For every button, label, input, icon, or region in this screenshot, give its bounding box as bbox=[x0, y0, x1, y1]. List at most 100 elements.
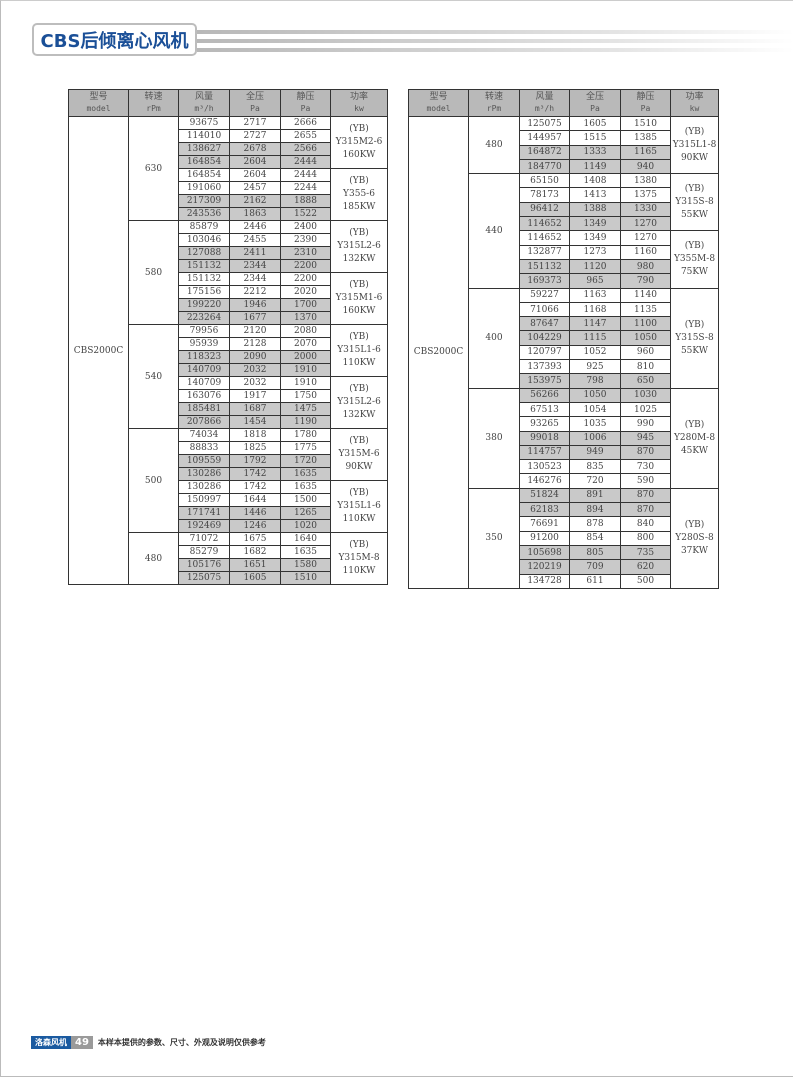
airflow-cell: 151132 bbox=[519, 258, 570, 275]
table-row: 223264 1677 1370 bbox=[69, 311, 388, 325]
table-row: 171741 1446 1265 bbox=[69, 506, 388, 520]
column-header-cn: 静压 bbox=[296, 92, 315, 102]
motor-label-line: (YB) bbox=[684, 419, 705, 430]
static-pressure-cell: 1385 bbox=[620, 130, 671, 146]
column-header-en: m³/h bbox=[194, 104, 214, 113]
static-pressure-cell: 1750 bbox=[280, 389, 331, 403]
table-row: 93265 1035 990 bbox=[409, 416, 719, 432]
static-pressure-cell: 735 bbox=[620, 544, 671, 561]
airflow-cell: 103046 bbox=[178, 233, 230, 247]
rpm-cell: 400 bbox=[468, 287, 520, 389]
static-pressure-cell: 1100 bbox=[620, 316, 671, 332]
motor-label-line: 110KW bbox=[342, 514, 376, 524]
motor-label-line: Y315L1-8 bbox=[672, 139, 717, 150]
total-pressure-cell: 1454 bbox=[229, 415, 281, 429]
motor-power-cell: (YB) Y315M-6 90KW bbox=[330, 428, 388, 481]
table-row: 99018 1006 945 bbox=[409, 430, 719, 446]
motor-label-line: 110KW bbox=[342, 566, 376, 576]
static-pressure-cell: 980 bbox=[620, 258, 671, 275]
footer: 洛森风机 49 本样本提供的参数、尺寸、外观及说明仅供参考 bbox=[31, 1036, 266, 1049]
total-pressure-cell: 2162 bbox=[229, 194, 281, 208]
table-row: 175156 2212 2020 bbox=[69, 285, 388, 299]
motor-label-line: (YB) bbox=[684, 519, 705, 530]
table-row: 134728 611 500 bbox=[409, 573, 719, 589]
total-pressure-cell: 2455 bbox=[229, 233, 281, 247]
column-header: 功率 kw bbox=[330, 89, 388, 117]
airflow-cell: 184770 bbox=[519, 158, 570, 175]
rpm-cell: 380 bbox=[468, 387, 520, 489]
airflow-cell: 62183 bbox=[519, 502, 570, 518]
static-pressure-cell: 1330 bbox=[620, 201, 671, 218]
static-pressure-cell: 870 bbox=[620, 487, 671, 504]
airflow-cell: 76691 bbox=[519, 516, 570, 532]
airflow-cell: 125075 bbox=[178, 571, 230, 585]
column-header: 风量 m³/h bbox=[178, 89, 230, 117]
total-pressure-cell: 1349 bbox=[569, 230, 621, 246]
table-row: CBS2000C 630 93675 2717 2666 (YB) Y315M2-6 160K… bbox=[68, 116, 388, 585]
airflow-cell: 88833 bbox=[178, 441, 230, 455]
total-pressure-cell: 854 bbox=[569, 530, 621, 546]
column-header-en: m³/h bbox=[534, 104, 555, 113]
airflow-cell: 96412 bbox=[519, 201, 570, 218]
airflow-cell: 79956 bbox=[178, 324, 230, 338]
static-pressure-cell: 1025 bbox=[620, 401, 671, 418]
footer-brand: 洛森风机 bbox=[31, 1036, 71, 1049]
motor-label-line: 185KW bbox=[342, 202, 376, 212]
table-row: 151132 2344 2200 (YB) Y315M1-6 160KW bbox=[69, 272, 388, 325]
static-pressure-cell: 2655 bbox=[280, 129, 331, 143]
static-pressure-cell: 2070 bbox=[280, 337, 331, 351]
table-row: 191060 2457 2244 bbox=[69, 181, 388, 195]
table-row: 380 56266 1050 1030 (YB) Y280M-8 45KW bbox=[409, 387, 719, 489]
motor-label-line: 75KW bbox=[680, 266, 709, 277]
static-pressure-cell: 2200 bbox=[280, 272, 331, 286]
page-number: 49 bbox=[71, 1036, 93, 1049]
airflow-cell: 99018 bbox=[519, 430, 570, 446]
motor-power-cell: (YB) Y315S-8 55KW bbox=[670, 173, 719, 232]
total-pressure-cell: 1052 bbox=[569, 344, 621, 361]
motor-label-line: (YB) bbox=[349, 384, 369, 394]
total-pressure-cell: 2032 bbox=[229, 376, 281, 390]
airflow-cell: 140709 bbox=[178, 363, 230, 377]
column-header: 型号 model bbox=[68, 89, 129, 117]
total-pressure-cell: 1651 bbox=[229, 558, 281, 572]
table-row: 140709 2032 1910 bbox=[69, 363, 388, 377]
column-header-cn: 转速 bbox=[484, 92, 503, 102]
total-pressure-cell: 1792 bbox=[229, 454, 281, 468]
airflow-cell: 71066 bbox=[519, 301, 570, 318]
airflow-cell: 125075 bbox=[519, 115, 570, 132]
table-row: 91200 854 800 bbox=[409, 530, 719, 546]
static-pressure-cell: 650 bbox=[620, 373, 671, 389]
column-header-cn: 功率 bbox=[349, 92, 368, 102]
motor-power-cell: (YB) Y315M-8 110KW bbox=[330, 532, 388, 585]
column-header: 功率 kw bbox=[670, 89, 719, 117]
total-pressure-cell: 1605 bbox=[229, 571, 281, 585]
airflow-cell: 191060 bbox=[178, 181, 230, 195]
table-row: 87647 1147 1100 bbox=[409, 316, 719, 332]
model-cell: CBS2000C bbox=[68, 116, 129, 585]
total-pressure-cell: 925 bbox=[569, 359, 621, 375]
airflow-cell: 144957 bbox=[519, 130, 570, 146]
static-pressure-cell: 800 bbox=[620, 530, 671, 546]
column-header-en: rPm bbox=[146, 104, 161, 113]
static-pressure-cell: 945 bbox=[620, 430, 671, 446]
rpm-cell: 480 bbox=[128, 532, 179, 585]
motor-label-line: (YB) bbox=[684, 240, 705, 251]
column-header-en: Pa bbox=[300, 104, 311, 113]
total-pressure-cell: 2090 bbox=[229, 350, 281, 364]
static-pressure-cell: 2310 bbox=[280, 246, 331, 260]
motor-label-line: 55KW bbox=[680, 209, 709, 220]
motor-label-line: Y315M-6 bbox=[338, 449, 380, 459]
total-pressure-cell: 1273 bbox=[569, 244, 621, 260]
column-header: 风量 m³/h bbox=[519, 89, 570, 117]
static-pressure-cell: 940 bbox=[620, 158, 671, 175]
column-header: 转速 rPm bbox=[468, 89, 520, 117]
motor-label-line: 45KW bbox=[680, 445, 709, 456]
table-row: 96412 1388 1330 bbox=[409, 201, 719, 218]
airflow-cell: 171741 bbox=[178, 506, 230, 520]
total-pressure-cell: 1946 bbox=[229, 298, 281, 312]
static-pressure-cell: 1475 bbox=[280, 402, 331, 416]
static-pressure-cell: 1140 bbox=[620, 287, 671, 303]
motor-label-line: 90KW bbox=[345, 462, 373, 472]
airflow-cell: 65150 bbox=[519, 173, 570, 189]
